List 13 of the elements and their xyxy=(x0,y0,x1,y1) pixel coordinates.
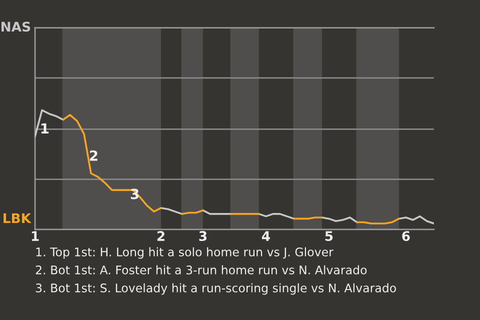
annotation: 1 xyxy=(41,123,49,134)
text: 3. Bot 1st: S. Lovelady hit a run-scoring single vs N. Alvarado xyxy=(36,283,396,295)
x-tick-label: 6 xyxy=(402,231,410,242)
text: 1. Top 1st: H. Long hit a solo home run vs J. Glover xyxy=(36,247,334,259)
annotation: 2 xyxy=(90,150,98,161)
x-tick-label: 1 xyxy=(32,231,39,241)
x-tick-label: 2 xyxy=(157,231,164,241)
text: LBK xyxy=(4,213,32,223)
text: 2. Bot 1st: A. Foster hit a 3-run home run vs N. Alvarado xyxy=(36,265,367,274)
x-tick-label: 5 xyxy=(325,231,333,242)
x-tick-label: 4 xyxy=(262,231,270,241)
text: NAS xyxy=(2,22,30,32)
x-tick-label: 3 xyxy=(199,231,207,242)
